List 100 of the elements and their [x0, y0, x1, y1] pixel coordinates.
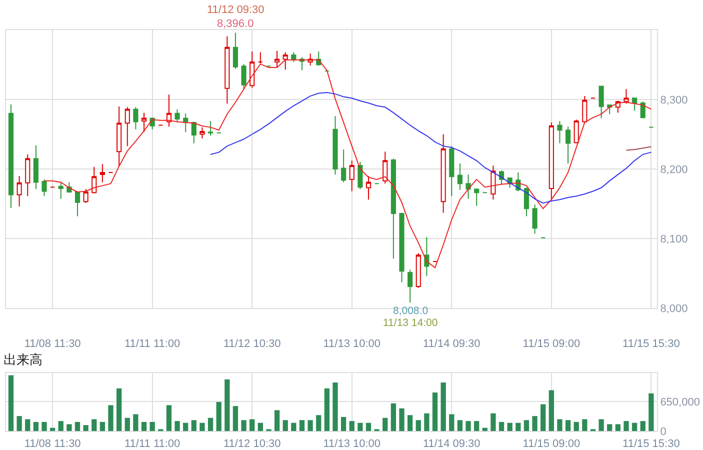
candlestick — [58, 182, 64, 200]
x-tick-label: 11/15 15:30 — [622, 438, 680, 450]
bar — [33, 422, 39, 431]
candlestick — [124, 106, 130, 147]
bar — [8, 375, 14, 431]
candlestick — [582, 96, 588, 123]
candlestick — [341, 149, 346, 183]
candlestick — [100, 164, 105, 183]
bar — [200, 422, 205, 431]
candlestick — [490, 165, 496, 200]
candlestick — [92, 166, 97, 194]
bar — [108, 405, 114, 431]
bar — [407, 415, 413, 431]
candlestick — [33, 144, 38, 190]
candlestick — [624, 88, 629, 104]
bar — [92, 419, 97, 431]
bar — [466, 421, 471, 431]
candlestick — [548, 122, 554, 200]
x-tick-label: 11/11 11:00 — [124, 338, 180, 350]
bar — [208, 418, 214, 431]
bar — [574, 422, 579, 431]
candlestick — [382, 151, 388, 184]
candlestick — [133, 106, 138, 130]
bar — [449, 414, 454, 431]
annotation: 8,396.0 — [217, 18, 254, 30]
x-tick-label: 11/15 15:30 — [622, 338, 680, 350]
annotation: 11/13 14:00 — [383, 317, 438, 329]
bar — [582, 419, 588, 431]
bar — [74, 422, 80, 431]
bar — [532, 416, 538, 431]
bar — [299, 420, 305, 431]
bar — [150, 422, 155, 431]
y-tick-label: 650,000 — [660, 396, 700, 408]
candlestick — [566, 126, 571, 164]
bar — [482, 428, 488, 431]
candlestick — [640, 101, 646, 119]
candlestick — [83, 188, 88, 204]
bar — [191, 420, 196, 431]
bar — [648, 393, 654, 431]
bar — [58, 421, 64, 431]
candlestick — [200, 126, 205, 139]
candlestick — [466, 174, 471, 200]
y-tick-label: 0 — [660, 426, 666, 438]
bar — [440, 382, 446, 431]
candlestick — [141, 112, 147, 133]
bar — [557, 419, 562, 431]
annotation: 8,008.0 — [393, 305, 428, 317]
chart-title: 出来高 — [4, 352, 43, 368]
bar — [540, 404, 546, 431]
bar — [50, 428, 56, 431]
x-tick-label: 11/13 10:00 — [323, 438, 381, 450]
bar — [83, 425, 88, 431]
candlestick — [224, 36, 230, 104]
bar — [241, 420, 246, 431]
bar — [474, 421, 480, 431]
candlestick — [282, 52, 288, 70]
bar — [133, 414, 138, 431]
x-tick-label: 11/12 10:30 — [223, 338, 281, 350]
candlestick — [358, 162, 363, 190]
candlestick — [183, 112, 188, 133]
candlestick — [274, 50, 280, 68]
candlestick — [174, 108, 180, 123]
bar — [358, 422, 363, 431]
candlestick — [258, 52, 263, 64]
bar — [250, 419, 255, 431]
x-tick-label: 11/12 10:30 — [223, 438, 281, 450]
bar — [16, 416, 22, 431]
bar — [598, 419, 604, 431]
candlestick — [632, 98, 638, 112]
bar — [340, 416, 346, 431]
bar — [116, 388, 122, 431]
candlestick — [532, 204, 538, 234]
bar — [216, 402, 222, 431]
x-tick-label: 11/08 11:30 — [24, 338, 81, 350]
bar — [332, 382, 338, 431]
candlestick — [74, 191, 80, 217]
y-tick-label: 8,100 — [660, 233, 688, 246]
candlestick — [16, 175, 22, 208]
bar — [25, 419, 30, 431]
bar — [399, 408, 404, 431]
bar — [291, 422, 296, 431]
candlestick — [574, 119, 579, 144]
candlestick — [191, 121, 196, 144]
bar — [507, 422, 512, 431]
line-series — [44, 59, 652, 268]
candlestick — [424, 236, 430, 277]
candlestick — [598, 86, 604, 119]
bar — [615, 424, 620, 431]
candlestick — [457, 162, 462, 190]
bar — [224, 379, 230, 431]
candlestick — [557, 120, 562, 144]
bar — [183, 422, 188, 431]
line-series — [210, 92, 652, 204]
candlestick — [474, 188, 480, 206]
candlestick — [399, 212, 404, 283]
bar — [232, 406, 238, 431]
candlestick — [250, 51, 255, 88]
candlestick — [25, 154, 30, 197]
bar — [66, 424, 72, 431]
bar — [42, 422, 47, 431]
